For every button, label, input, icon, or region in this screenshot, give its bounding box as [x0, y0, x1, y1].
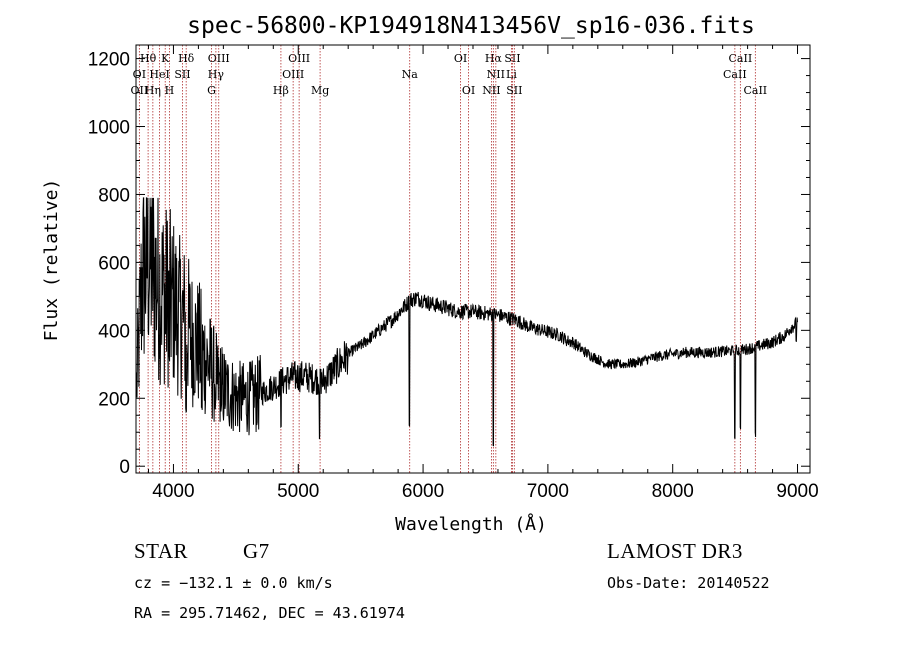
spectrum-series — [136, 197, 798, 447]
spectral-line-label: Hδ — [178, 52, 195, 65]
axis-ticks: 4000 5000 6000 7000 8000 9000 0 200 400 600 800 100… — [88, 45, 819, 502]
spectral-line-label: HeI — [149, 68, 169, 81]
subclass-label: G7 — [243, 539, 270, 563]
spectral-line-label: Na — [402, 68, 419, 81]
spectral-line-label: OIII — [282, 68, 304, 81]
x-axis-label: Wavelength (Å) — [395, 513, 547, 535]
spectral-line-label: NII — [482, 84, 500, 97]
spectral-line-label: CaII — [743, 84, 767, 97]
object-class-label: STAR — [134, 539, 188, 563]
spectral-line-label: NII — [487, 68, 505, 81]
y-tick-label: 800 — [98, 185, 130, 206]
x-tick-label: 6000 — [402, 481, 444, 502]
x-tick-label: 5000 — [277, 481, 319, 502]
coordinates-label: RA = 295.71462, DEC = 43.61974 — [134, 604, 405, 622]
spectral-line-label: Hθ — [140, 52, 157, 65]
spectral-line-label: G — [207, 84, 216, 97]
y-tick-label: 1000 — [88, 118, 130, 139]
spectral-line-label: SII — [506, 84, 522, 97]
spectral-line-label: K — [161, 52, 170, 65]
spectral-line-label: Mg — [311, 84, 329, 97]
chart-title: spec-56800-KP194918N413456V_sp16-036.fit… — [187, 13, 755, 39]
redshift-label: cz = −132.1 ± 0.0 km/s — [134, 574, 333, 592]
spectral-line-label: OI — [133, 68, 146, 81]
spectral-line-label: SII — [504, 52, 520, 65]
spectral-line-label: OI — [462, 84, 475, 97]
spectral-line-label: OI — [454, 52, 467, 65]
spectral-line-label: Hη — [145, 84, 161, 97]
x-tick-label: 7000 — [527, 481, 569, 502]
spectral-line-label: Hγ — [208, 68, 225, 81]
obs-date-label: Obs-Date: 20140522 — [607, 574, 770, 592]
spectral-line-label: OII — [131, 84, 149, 97]
x-tick-label: 9000 — [776, 481, 818, 502]
y-tick-label: 600 — [98, 253, 130, 274]
spectrum-line — [136, 197, 798, 447]
spectral-line-label: CaII — [723, 68, 747, 81]
spectral-line-label: OIII — [288, 52, 310, 65]
y-tick-label: 400 — [98, 321, 130, 342]
y-tick-label: 1200 — [88, 50, 130, 71]
spectral-line-label: SII — [174, 68, 190, 81]
plot-frame — [135, 44, 811, 474]
y-axis-label: Flux (relative) — [41, 179, 62, 342]
spectral-line-label: OIII — [208, 52, 230, 65]
y-tick-label: 0 — [119, 457, 130, 478]
survey-label: LAMOST DR3 — [607, 539, 743, 563]
spectral-line-label: Li — [506, 68, 517, 81]
spectral-line-label: Hβ — [273, 84, 289, 97]
spectral-line-label: CaII — [729, 52, 753, 65]
y-tick-label: 200 — [98, 389, 130, 410]
spectral-line-label: Hα — [485, 52, 503, 65]
x-tick-label: 4000 — [152, 481, 194, 502]
spectral-line-label: H — [165, 84, 175, 97]
x-tick-label: 8000 — [652, 481, 694, 502]
